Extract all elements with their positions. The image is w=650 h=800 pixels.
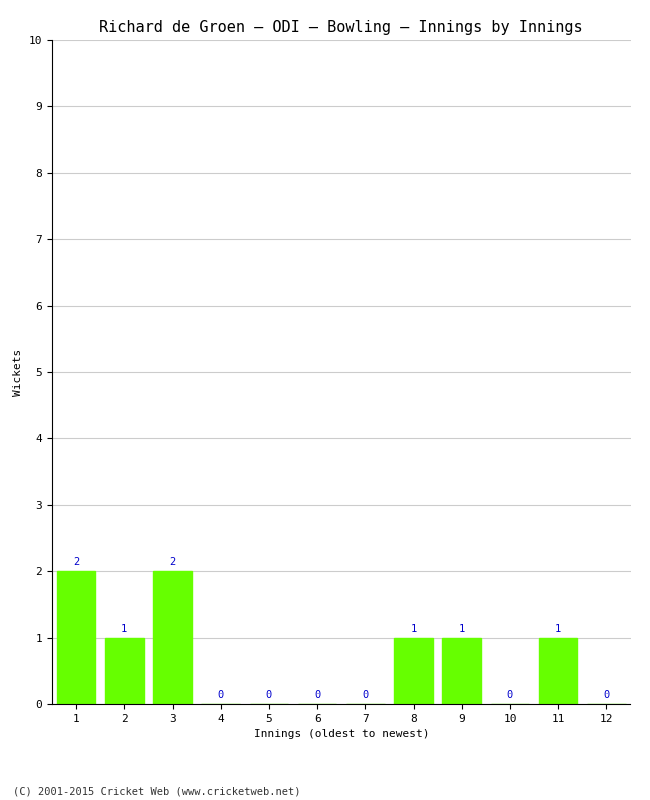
Text: (C) 2001-2015 Cricket Web (www.cricketweb.net): (C) 2001-2015 Cricket Web (www.cricketwe… (13, 786, 300, 796)
X-axis label: Innings (oldest to newest): Innings (oldest to newest) (254, 730, 429, 739)
Bar (443, 638, 481, 704)
Text: 0: 0 (266, 690, 272, 700)
Y-axis label: Wickets: Wickets (13, 348, 23, 396)
Text: 1: 1 (459, 624, 465, 634)
Text: 2: 2 (170, 558, 176, 567)
Text: 1: 1 (121, 624, 127, 634)
Text: 0: 0 (603, 690, 610, 700)
Text: 0: 0 (218, 690, 224, 700)
Bar (153, 571, 192, 704)
Text: 1: 1 (555, 624, 562, 634)
Bar (539, 638, 577, 704)
Text: 0: 0 (362, 690, 369, 700)
Bar (57, 571, 96, 704)
Bar (395, 638, 433, 704)
Text: 0: 0 (314, 690, 320, 700)
Text: 2: 2 (73, 558, 79, 567)
Text: 1: 1 (410, 624, 417, 634)
Bar (105, 638, 144, 704)
Text: 0: 0 (507, 690, 513, 700)
Title: Richard de Groen – ODI – Bowling – Innings by Innings: Richard de Groen – ODI – Bowling – Innin… (99, 20, 583, 34)
